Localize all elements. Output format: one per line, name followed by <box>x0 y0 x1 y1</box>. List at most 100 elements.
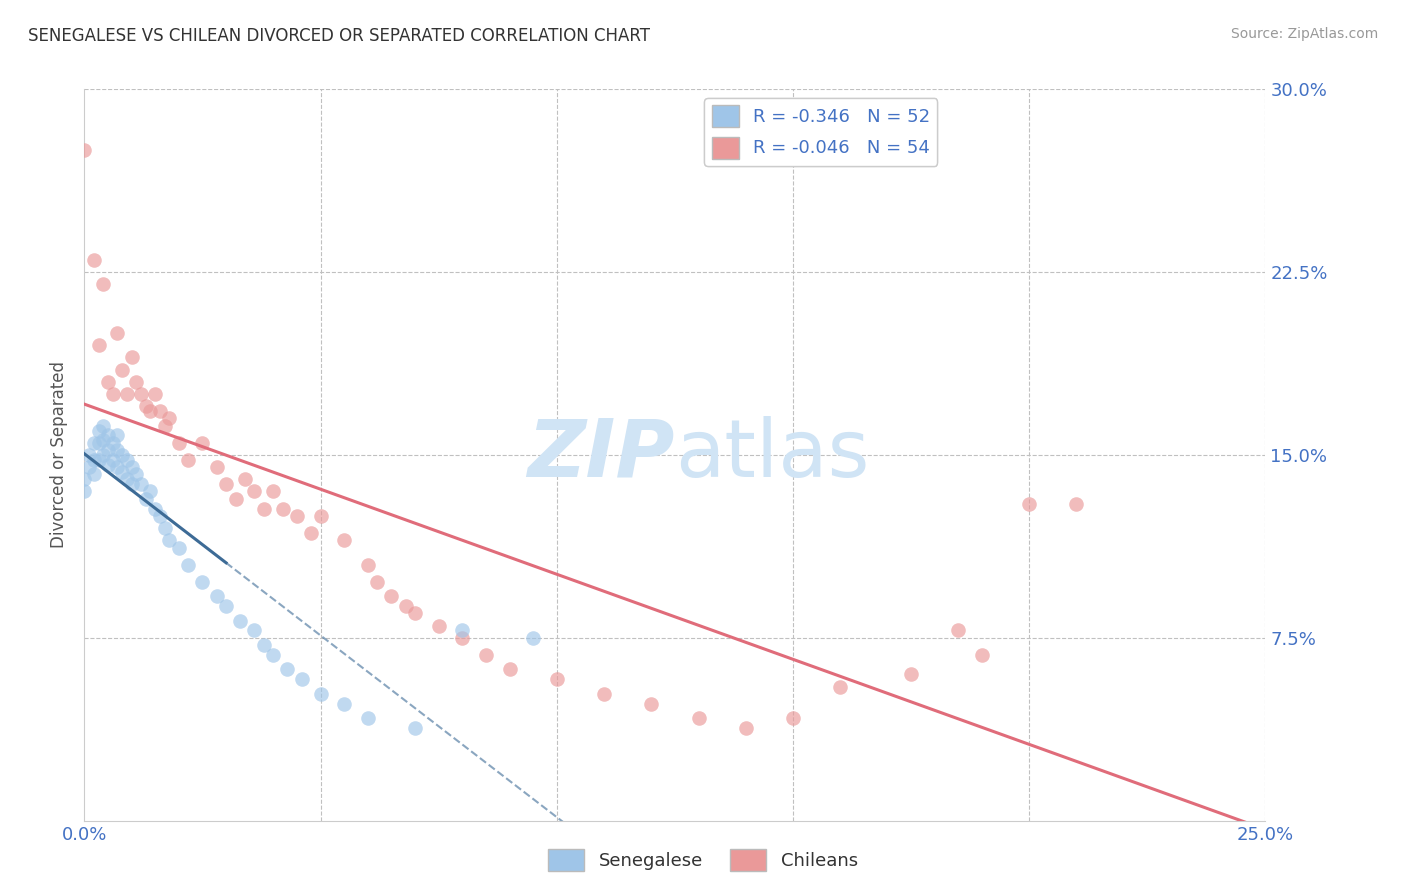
Point <box>97 375 120 389</box>
Point <box>125 375 148 389</box>
Point <box>101 435 124 450</box>
Point <box>253 501 276 516</box>
Point <box>299 525 322 540</box>
Text: SENEGALESE VS CHILEAN DIVORCED OR SEPARATED CORRELATION CHART: SENEGALESE VS CHILEAN DIVORCED OR SEPARA… <box>28 27 650 45</box>
Point <box>225 491 247 506</box>
Point <box>87 435 110 450</box>
Point <box>366 574 388 589</box>
Legend: Senegalese, Chileans: Senegalese, Chileans <box>541 842 865 879</box>
Point <box>1066 497 1088 511</box>
Point <box>153 521 176 535</box>
Point <box>107 460 129 475</box>
Point <box>149 508 172 523</box>
Point <box>276 663 298 677</box>
Text: ZIP: ZIP <box>527 416 675 494</box>
Point <box>115 472 138 486</box>
Point <box>380 590 402 604</box>
Point <box>115 387 138 401</box>
Point <box>77 448 100 462</box>
Point <box>83 467 105 482</box>
Point <box>688 711 710 725</box>
Point <box>111 362 134 376</box>
Point <box>734 721 756 735</box>
Point <box>271 501 294 516</box>
Point <box>73 143 96 157</box>
Point <box>451 624 474 638</box>
Point <box>262 648 284 662</box>
Point <box>253 638 276 652</box>
Point <box>111 465 134 479</box>
Point <box>77 460 100 475</box>
Point <box>73 484 96 499</box>
Y-axis label: Divorced or Separated: Divorced or Separated <box>51 361 69 549</box>
Point <box>101 387 124 401</box>
Point <box>333 697 356 711</box>
Point <box>91 448 114 462</box>
Point <box>97 443 120 458</box>
Point <box>121 477 143 491</box>
Point <box>394 599 416 613</box>
Point <box>139 484 162 499</box>
Point <box>87 452 110 467</box>
Point <box>149 404 172 418</box>
Point <box>233 472 256 486</box>
Point <box>177 558 200 572</box>
Point <box>229 614 252 628</box>
Point <box>97 458 120 472</box>
Point <box>1018 497 1040 511</box>
Point <box>157 533 180 548</box>
Point <box>404 721 426 735</box>
Point <box>475 648 498 662</box>
Point <box>243 484 266 499</box>
Point <box>640 697 662 711</box>
Point <box>191 574 214 589</box>
Point <box>451 631 474 645</box>
Point <box>333 533 356 548</box>
Point <box>522 631 544 645</box>
Point <box>73 472 96 486</box>
Point <box>91 434 114 448</box>
Point <box>101 452 124 467</box>
Point <box>115 452 138 467</box>
Point <box>215 477 238 491</box>
Point <box>830 680 852 694</box>
Point <box>498 663 520 677</box>
Point <box>153 418 176 433</box>
Point <box>291 672 314 686</box>
Point <box>111 448 134 462</box>
Point <box>135 491 157 506</box>
Point <box>87 424 110 438</box>
Point <box>135 399 157 413</box>
Point <box>97 428 120 442</box>
Text: atlas: atlas <box>675 416 869 494</box>
Legend: R = -0.346   N = 52, R = -0.046   N = 54: R = -0.346 N = 52, R = -0.046 N = 54 <box>704 98 938 166</box>
Point <box>205 460 228 475</box>
Point <box>143 501 166 516</box>
Point <box>205 590 228 604</box>
Point <box>309 687 332 701</box>
Point <box>121 460 143 475</box>
Point <box>900 667 922 681</box>
Point <box>285 508 308 523</box>
Point <box>948 624 970 638</box>
Point <box>357 558 380 572</box>
Point <box>427 618 450 632</box>
Point <box>404 607 426 621</box>
Point <box>129 477 152 491</box>
Point <box>83 252 105 267</box>
Point <box>243 624 266 638</box>
Point <box>157 411 180 425</box>
Point <box>262 484 284 499</box>
Point <box>129 387 152 401</box>
Point <box>215 599 238 613</box>
Text: Source: ZipAtlas.com: Source: ZipAtlas.com <box>1230 27 1378 41</box>
Point <box>139 404 162 418</box>
Point <box>177 452 200 467</box>
Point <box>593 687 616 701</box>
Point <box>83 452 105 467</box>
Point <box>125 467 148 482</box>
Point <box>107 326 129 340</box>
Point <box>143 387 166 401</box>
Point <box>87 338 110 352</box>
Point <box>91 418 114 433</box>
